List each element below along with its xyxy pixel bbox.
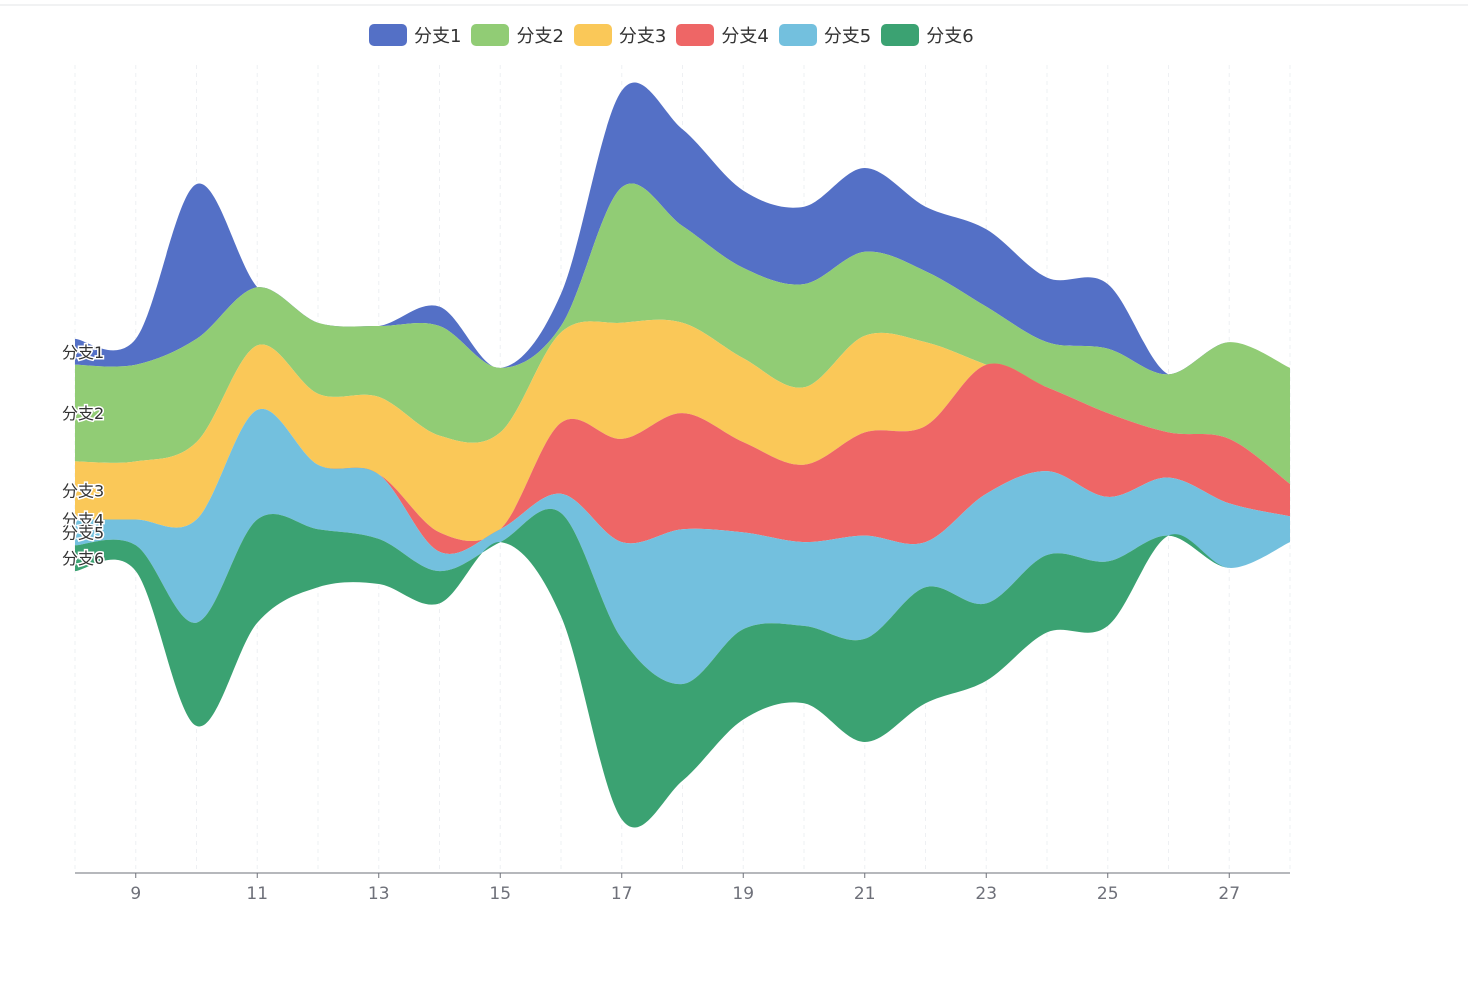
stream-layers — [75, 82, 1290, 828]
legend-label: 分支1 — [414, 26, 462, 47]
series-area-5 — [75, 408, 1290, 685]
series-label-3: 分支3 — [62, 481, 104, 500]
legend-swatch — [676, 24, 715, 46]
x-tick-label: 19 — [732, 884, 754, 904]
legend-label: 分支3 — [618, 26, 667, 47]
series-area-2 — [75, 183, 1290, 484]
legend-item-1[interactable]: 分支1 — [369, 22, 461, 48]
series-label-2: 分支2 — [62, 404, 104, 423]
x-tick-label: 23 — [975, 884, 997, 904]
legend-item-5[interactable]: 分支5 — [778, 22, 872, 48]
legend-label: 分支6 — [926, 26, 974, 47]
series-label-1: 分支1 — [62, 343, 104, 362]
legend-label: 分支4 — [721, 26, 769, 47]
x-tick-label: 15 — [489, 884, 511, 904]
series-label-5: 分支5 — [62, 523, 104, 542]
x-tick-label: 25 — [1097, 884, 1119, 904]
legend-swatch — [471, 24, 510, 46]
legend-label: 分支5 — [823, 26, 872, 47]
x-tick-label: 21 — [854, 884, 876, 904]
x-tick-label: 17 — [611, 884, 633, 904]
series-area-3 — [75, 319, 1290, 542]
series-area-4 — [75, 363, 1290, 554]
x-tick-label: 13 — [368, 884, 390, 904]
x-tick-label: 9 — [130, 884, 141, 904]
x-tick-label: 11 — [246, 884, 268, 904]
legend-item-6[interactable]: 分支6 — [881, 22, 974, 48]
series-area-6 — [75, 508, 1290, 828]
top-divider — [0, 4, 1468, 6]
series-label-6: 分支6 — [62, 549, 104, 568]
legend-swatch — [778, 24, 817, 46]
x-tick-label: 27 — [1218, 884, 1240, 904]
legend-item-3[interactable]: 分支3 — [573, 22, 667, 48]
legend-swatch — [881, 24, 920, 46]
legend-label: 分支2 — [516, 26, 564, 47]
legend-item-2[interactable]: 分支2 — [471, 22, 564, 48]
series-label-4: 分支4 — [62, 511, 104, 530]
legend-item-4[interactable]: 分支4 — [676, 22, 769, 48]
series-area-1 — [75, 82, 1290, 376]
legend-swatch — [573, 24, 612, 46]
chart-legend: 分支1 分支2 分支3 分支4 分支5 分支6 — [369, 22, 984, 48]
legend-swatch — [369, 24, 407, 46]
